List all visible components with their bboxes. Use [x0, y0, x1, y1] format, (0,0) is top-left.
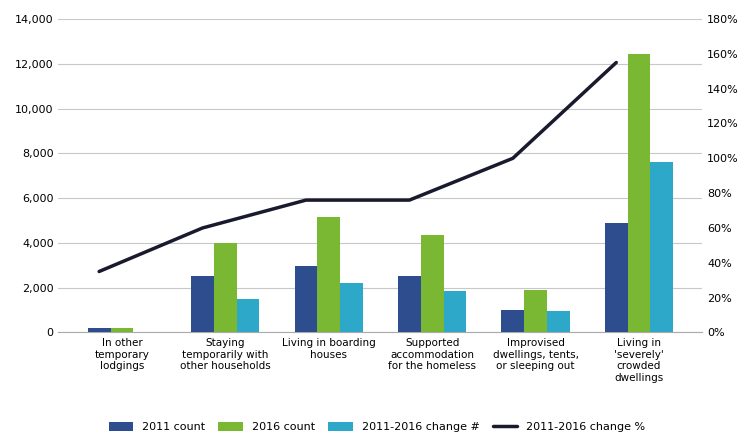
Bar	[547, 311, 570, 332]
Bar	[214, 243, 237, 332]
Bar	[237, 299, 259, 332]
Bar	[87, 328, 111, 332]
Line: 2011-2016 change %: 2011-2016 change %	[99, 62, 616, 271]
2011-2016 change %	[302, 198, 311, 203]
Legend: 2011 count, 2016 count, 2011-2016 change #, 2011-2016 change %: 2011 count, 2016 count, 2011-2016 change…	[104, 417, 650, 436]
Bar	[651, 162, 673, 332]
Bar	[340, 283, 363, 332]
2011-2016 change %	[508, 156, 517, 161]
Bar	[192, 277, 214, 332]
Bar	[443, 291, 466, 332]
Bar	[111, 328, 133, 332]
Bar	[398, 277, 421, 332]
Bar	[627, 53, 651, 332]
Bar	[605, 223, 627, 332]
Bar	[501, 310, 524, 332]
Bar	[421, 235, 443, 332]
2011-2016 change %	[611, 60, 621, 65]
Bar	[317, 217, 340, 332]
2011-2016 change %	[94, 269, 103, 274]
Bar	[524, 290, 547, 332]
2011-2016 change %	[405, 198, 414, 203]
2011-2016 change %	[198, 225, 207, 231]
Bar	[295, 267, 317, 332]
